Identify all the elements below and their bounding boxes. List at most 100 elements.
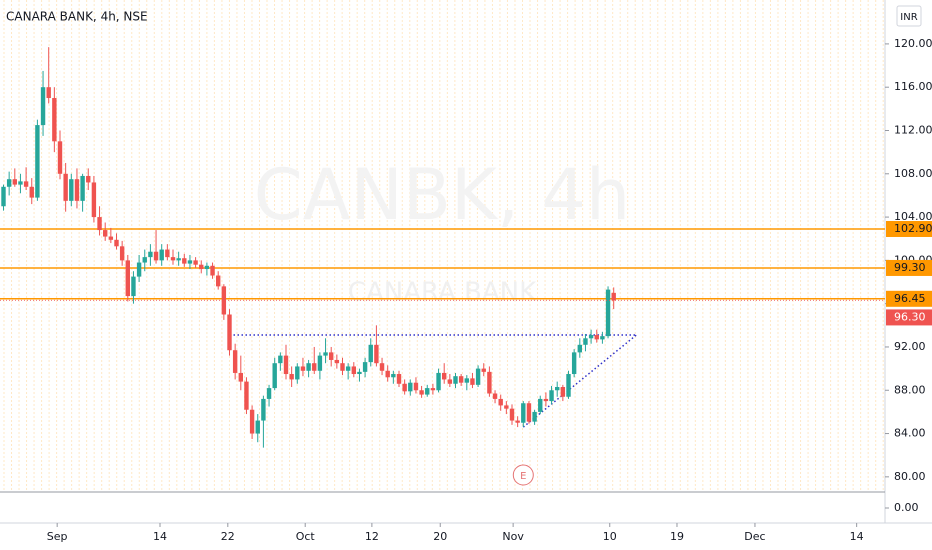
candle-body <box>136 262 142 277</box>
candle-body <box>278 355 283 364</box>
x-tick-label: 14 <box>850 530 864 543</box>
candle-body <box>1 186 6 207</box>
candle-body <box>396 374 402 384</box>
y-tick-label: 0.00 <box>894 501 919 514</box>
candle-body <box>436 372 441 391</box>
candle-body <box>312 363 317 371</box>
candle-body <box>532 411 537 422</box>
candle-body <box>266 388 272 399</box>
candle-body <box>600 336 605 340</box>
candle-body <box>560 387 566 397</box>
candle-body <box>80 175 85 201</box>
x-tick-label: Nov <box>502 530 524 543</box>
candle-body <box>57 141 63 174</box>
event-label: E <box>520 471 526 482</box>
candle-body <box>566 374 571 397</box>
candle-body <box>29 186 34 198</box>
candle-body <box>521 403 526 423</box>
candle-body <box>306 363 311 371</box>
candle-body <box>35 125 40 198</box>
candle-body <box>125 260 130 297</box>
x-tick-label: 10 <box>603 530 617 543</box>
y-tick-label: 84.00 <box>894 427 926 440</box>
candle-body <box>187 260 193 264</box>
candle-body <box>442 372 447 380</box>
currency-button[interactable] <box>896 5 922 27</box>
level-label: 102.90 <box>894 222 932 235</box>
candle-body <box>193 260 198 265</box>
level-label-box <box>886 259 932 276</box>
candle-body <box>594 335 599 340</box>
candle-body <box>379 363 385 371</box>
candle-body <box>374 344 379 364</box>
candle-body <box>391 374 396 378</box>
candle-body <box>103 230 108 237</box>
candle-body <box>40 87 46 126</box>
candle-body <box>571 352 577 375</box>
candle-body <box>148 251 153 258</box>
candle-body <box>351 366 356 375</box>
candle-body <box>538 398 543 412</box>
candle-body <box>63 173 68 201</box>
last-price-label: 96.30 <box>894 310 926 323</box>
watermark-name: CANARA BANK <box>348 278 537 308</box>
y-tick-label: 116.00 <box>894 80 932 93</box>
candle-body <box>425 388 430 395</box>
candle-body <box>583 338 588 345</box>
candle-body <box>244 381 249 410</box>
candle-body <box>216 275 221 287</box>
candle-body <box>108 236 114 240</box>
candle-body <box>153 251 159 261</box>
y-tick-label: 92.00 <box>894 340 926 353</box>
candle-body <box>498 398 503 406</box>
candle-body <box>317 355 323 371</box>
candle-body <box>362 362 368 372</box>
candle-body <box>340 363 345 371</box>
candle-body <box>515 420 520 423</box>
candle-body <box>577 344 582 353</box>
y-tick-label: 88.00 <box>894 383 926 396</box>
candle-body <box>611 292 616 301</box>
candle-body <box>295 366 300 380</box>
candle-body <box>283 355 289 375</box>
y-tick-label: 112.00 <box>894 123 932 136</box>
y-tick-label: 120.00 <box>894 37 932 50</box>
candle-body <box>142 257 147 263</box>
candle-body <box>165 249 170 258</box>
candle-body <box>509 408 515 421</box>
candle-body <box>91 182 97 218</box>
level-label: 99.30 <box>894 261 926 274</box>
candle-body <box>131 276 136 297</box>
y-tick-label: 104.00 <box>894 210 932 223</box>
candle-body <box>430 388 436 391</box>
candle-body <box>475 368 481 385</box>
candle-body <box>249 409 255 434</box>
x-tick-label: 22 <box>221 530 235 543</box>
event-marker[interactable] <box>512 464 534 486</box>
candle-body <box>470 378 475 385</box>
x-tick-label: Oct <box>296 530 316 543</box>
candle-body <box>368 344 373 363</box>
candle-body <box>481 368 486 372</box>
candle-body <box>46 87 51 99</box>
candle-body <box>204 265 210 270</box>
candle-body <box>329 352 334 360</box>
currency-label: INR <box>900 12 917 23</box>
candle-body <box>170 257 176 261</box>
candle-body <box>176 258 181 261</box>
candle-body <box>74 179 80 201</box>
candle-body <box>255 420 260 434</box>
candle-body <box>345 366 351 371</box>
candle-body <box>419 390 424 395</box>
level-label-box <box>886 220 932 237</box>
candle-body <box>458 376 464 383</box>
level-label: 96.45 <box>894 292 926 305</box>
candle-body <box>18 181 23 185</box>
candle-body <box>97 217 102 231</box>
candle-body <box>588 335 594 339</box>
candle-body <box>52 98 57 142</box>
candle-body <box>504 405 509 409</box>
candle-body <box>555 387 560 391</box>
candle-body <box>487 371 492 394</box>
